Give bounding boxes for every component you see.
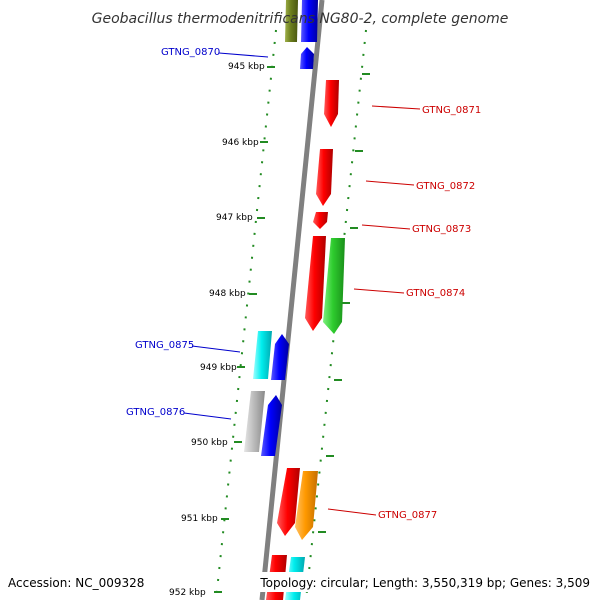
gene-arrow-gtng-0871	[324, 80, 339, 127]
label-leaders	[183, 52, 421, 516]
gene-arrow-gtng-0874	[323, 238, 345, 334]
tick-label: 952 kbp	[169, 588, 206, 598]
leader-gtng-0875	[191, 345, 241, 353]
outer-major-ticks	[318, 73, 370, 533]
tick-label: 945 kbp	[228, 62, 265, 72]
gene-arrow-blue	[271, 334, 289, 380]
gene-arrow-gtng-0873	[313, 212, 328, 229]
leader-gtng-0871	[371, 105, 421, 110]
gene-arrow-gtng-0872	[316, 149, 333, 206]
gene-label-gtng-0877[interactable]: GTNG_0877	[378, 510, 437, 521]
leader-gtng-0876	[183, 412, 232, 420]
inner-tick-ring	[215, 29, 277, 600]
topology-bg	[256, 572, 596, 592]
gene-label-gtng-0875[interactable]: GTNG_0875	[135, 340, 194, 351]
leader-gtng-0874	[353, 288, 405, 294]
major-ticks	[214, 66, 275, 593]
gene-arrow-gtng-0876	[244, 391, 265, 452]
tick-label: 946 kbp	[222, 138, 259, 148]
leader-gtng-0872	[365, 180, 415, 186]
gene-label-gtng-0871[interactable]: GTNG_0871	[422, 105, 481, 116]
gene-label-gtng-0872[interactable]: GTNG_0872	[416, 181, 475, 192]
tick-label: 950 kbp	[191, 438, 228, 448]
gene-label-gtng-0870[interactable]: GTNG_0870	[161, 47, 220, 58]
genome-backbone	[259, 0, 325, 600]
accession-label: Accession: NC_009328	[8, 576, 144, 590]
gene-label-gtng-0876[interactable]: GTNG_0876	[126, 407, 185, 418]
tick-label: 947 kbp	[216, 213, 253, 223]
tick-label: 949 kbp	[200, 363, 237, 373]
gene-arrow-gtng-0877	[295, 471, 318, 540]
gene-arrow-gtng-0875	[253, 331, 272, 379]
gene-label-gtng-0873[interactable]: GTNG_0873	[412, 224, 471, 235]
map-title: Geobacillus thermodenitrificans NG80-2, …	[92, 11, 509, 27]
topology-label: Topology: circular; Length: 3,550,319 bp…	[259, 576, 590, 590]
gene-arrow-olive	[285, 0, 298, 42]
gene-label-gtng-0874[interactable]: GTNG_0874	[406, 288, 465, 299]
gene-arrow-gtng-0870	[300, 47, 314, 69]
leader-gtng-0873	[361, 224, 411, 230]
gene-arrow-red	[305, 236, 326, 331]
accession-bg	[4, 572, 154, 592]
leader-gtng-0877	[327, 508, 377, 516]
tick-label: 948 kbp	[209, 289, 246, 299]
gene-arrow-blue	[301, 0, 318, 42]
gene-arrow-blue	[261, 395, 282, 456]
gene-arrow-red	[277, 468, 300, 536]
leader-gtng-0870	[218, 52, 269, 58]
tick-label: 951 kbp	[181, 514, 218, 524]
